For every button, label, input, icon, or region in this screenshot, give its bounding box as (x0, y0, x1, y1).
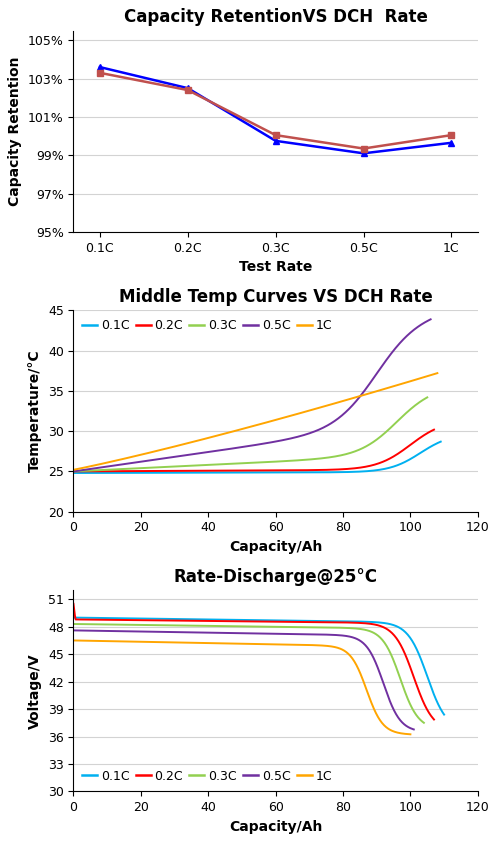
Y-axis label: Voltage/V: Voltage/V (28, 653, 42, 728)
Y-axis label: Capacity Retention: Capacity Retention (8, 56, 22, 206)
Y-axis label: Temperature/°C: Temperature/°C (28, 349, 42, 472)
Title: Middle Temp Curves VS DCH Rate: Middle Temp Curves VS DCH Rate (119, 288, 433, 306)
Title: Capacity RetentionVS DCH  Rate: Capacity RetentionVS DCH Rate (124, 8, 428, 26)
X-axis label: Capacity/Ah: Capacity/Ah (229, 540, 322, 554)
X-axis label: Capacity/Ah: Capacity/Ah (229, 819, 322, 834)
Title: Rate-Discharge@25°C: Rate-Discharge@25°C (174, 568, 377, 586)
Legend: 0.1C, 0.2C, 0.3C, 0.5C, 1C: 0.1C, 0.2C, 0.3C, 0.5C, 1C (80, 767, 335, 785)
Legend: 0.1C, 0.2C, 0.3C, 0.5C, 1C: 0.1C, 0.2C, 0.3C, 0.5C, 1C (80, 317, 335, 334)
X-axis label: Test Rate: Test Rate (239, 260, 312, 274)
